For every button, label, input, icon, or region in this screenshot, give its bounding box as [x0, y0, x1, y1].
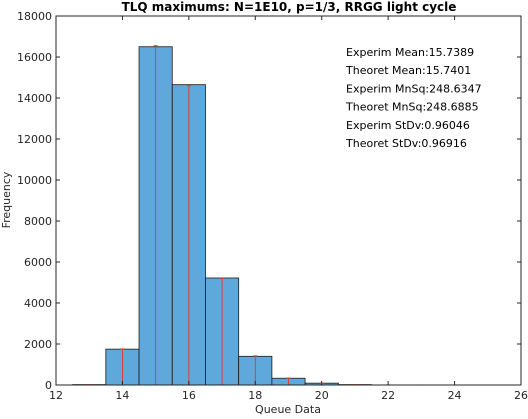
chart-title: TLQ maximums: N=1E10, p=1/3, RRGG light … — [122, 0, 457, 14]
y-axis-ticks: 0 2000 4000 6000 8000 10000 12000 14000 16000 180… — [17, 10, 521, 392]
x-tick-label: 12 — [49, 389, 63, 402]
x-tick-label: 24 — [448, 389, 462, 402]
y-axis-label: Frequency — [0, 171, 13, 228]
x-axis-label: Queue Data — [255, 403, 321, 416]
statistics-annotations: Experim Mean:15.7389 Theoret Mean:15.7401… — [345, 46, 482, 150]
x-tick-label: 18 — [248, 389, 262, 402]
y-tick-label: 6000 — [24, 256, 52, 269]
x-tick-label: 16 — [182, 389, 196, 402]
statistic-annotation: Theoret Mean:15.7401 — [345, 64, 471, 77]
statistic-annotation: Experim Mean:15.7389 — [346, 46, 474, 59]
y-tick-label: 10000 — [17, 174, 52, 187]
y-tick-label: 8000 — [24, 215, 52, 228]
y-tick-label: 16000 — [17, 51, 52, 64]
plot-frame — [55, 15, 522, 386]
statistic-annotation: Experim MnSq:248.6347 — [346, 82, 482, 95]
x-axis-ticks: 12 14 16 18 20 22 24 26 — [49, 16, 528, 402]
y-tick-label: 14000 — [17, 92, 52, 105]
x-tick-label: 14 — [115, 389, 129, 402]
x-tick-label: 26 — [514, 389, 528, 402]
y-tick-label: 2000 — [24, 338, 52, 351]
statistic-annotation: Theoret StDv:0.96916 — [345, 137, 467, 150]
y-tick-label: 0 — [45, 379, 52, 392]
x-tick-label: 22 — [381, 389, 395, 402]
y-tick-label: 12000 — [17, 133, 52, 146]
y-tick-label: 4000 — [24, 297, 52, 310]
statistic-annotation: Theoret MnSq:248.6885 — [345, 101, 479, 114]
statistic-annotation: Experim StDv:0.96046 — [346, 119, 470, 132]
x-tick-label: 20 — [315, 389, 329, 402]
y-tick-label: 18000 — [17, 10, 52, 23]
